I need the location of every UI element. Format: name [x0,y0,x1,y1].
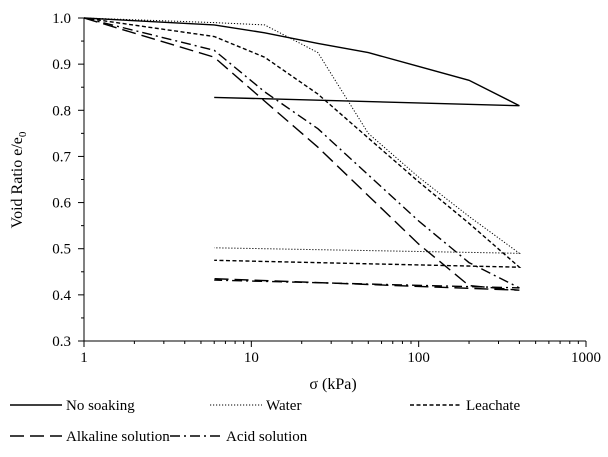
x-tick-label: 1000 [571,350,601,366]
y-tick-label: 0.7 [52,149,71,165]
x-tick-label: 1 [80,350,88,366]
x-tick-label: 100 [407,350,430,366]
legend-label: Leachate [466,398,520,414]
series-line-alkaline-solution [83,17,520,291]
series-line-water [83,17,521,254]
y-tick-label: 0.5 [52,242,71,258]
y-tick-label: 0.4 [52,288,71,304]
legend-label: Acid solution [226,429,308,445]
series-line-leachate [83,17,522,268]
x-axis: 1 10 100 1000 [80,340,601,366]
legend-label: Water [266,398,301,414]
y-tick-label: 0.9 [52,57,71,73]
y-axis-label: Void Ratio e/e0 [9,131,29,228]
legend-label: Alkaline solution [66,429,170,445]
x-tick-label: 10 [244,350,259,366]
y-axis: 0.3 0.4 0.5 0.6 0.7 0.8 0.9 1.0 [52,11,85,350]
y-tick-label: 0.6 [52,196,71,212]
plot-area [83,17,522,291]
y-axis-label-subscript: 0 [17,131,29,137]
x-axis-label: σ (kPa) [309,376,356,393]
series-line-acid-solution [83,17,520,289]
series-line-no-soaking [83,17,520,107]
y-tick-label: 0.3 [52,334,71,350]
legend-label: No soaking [66,398,135,414]
y-tick-label: 1.0 [52,11,71,27]
legend: No soaking Water Leachate Alkaline solution… [10,398,520,445]
y-axis-label-main: Void Ratio e/e [9,137,26,228]
y-tick-label: 0.8 [52,103,71,119]
